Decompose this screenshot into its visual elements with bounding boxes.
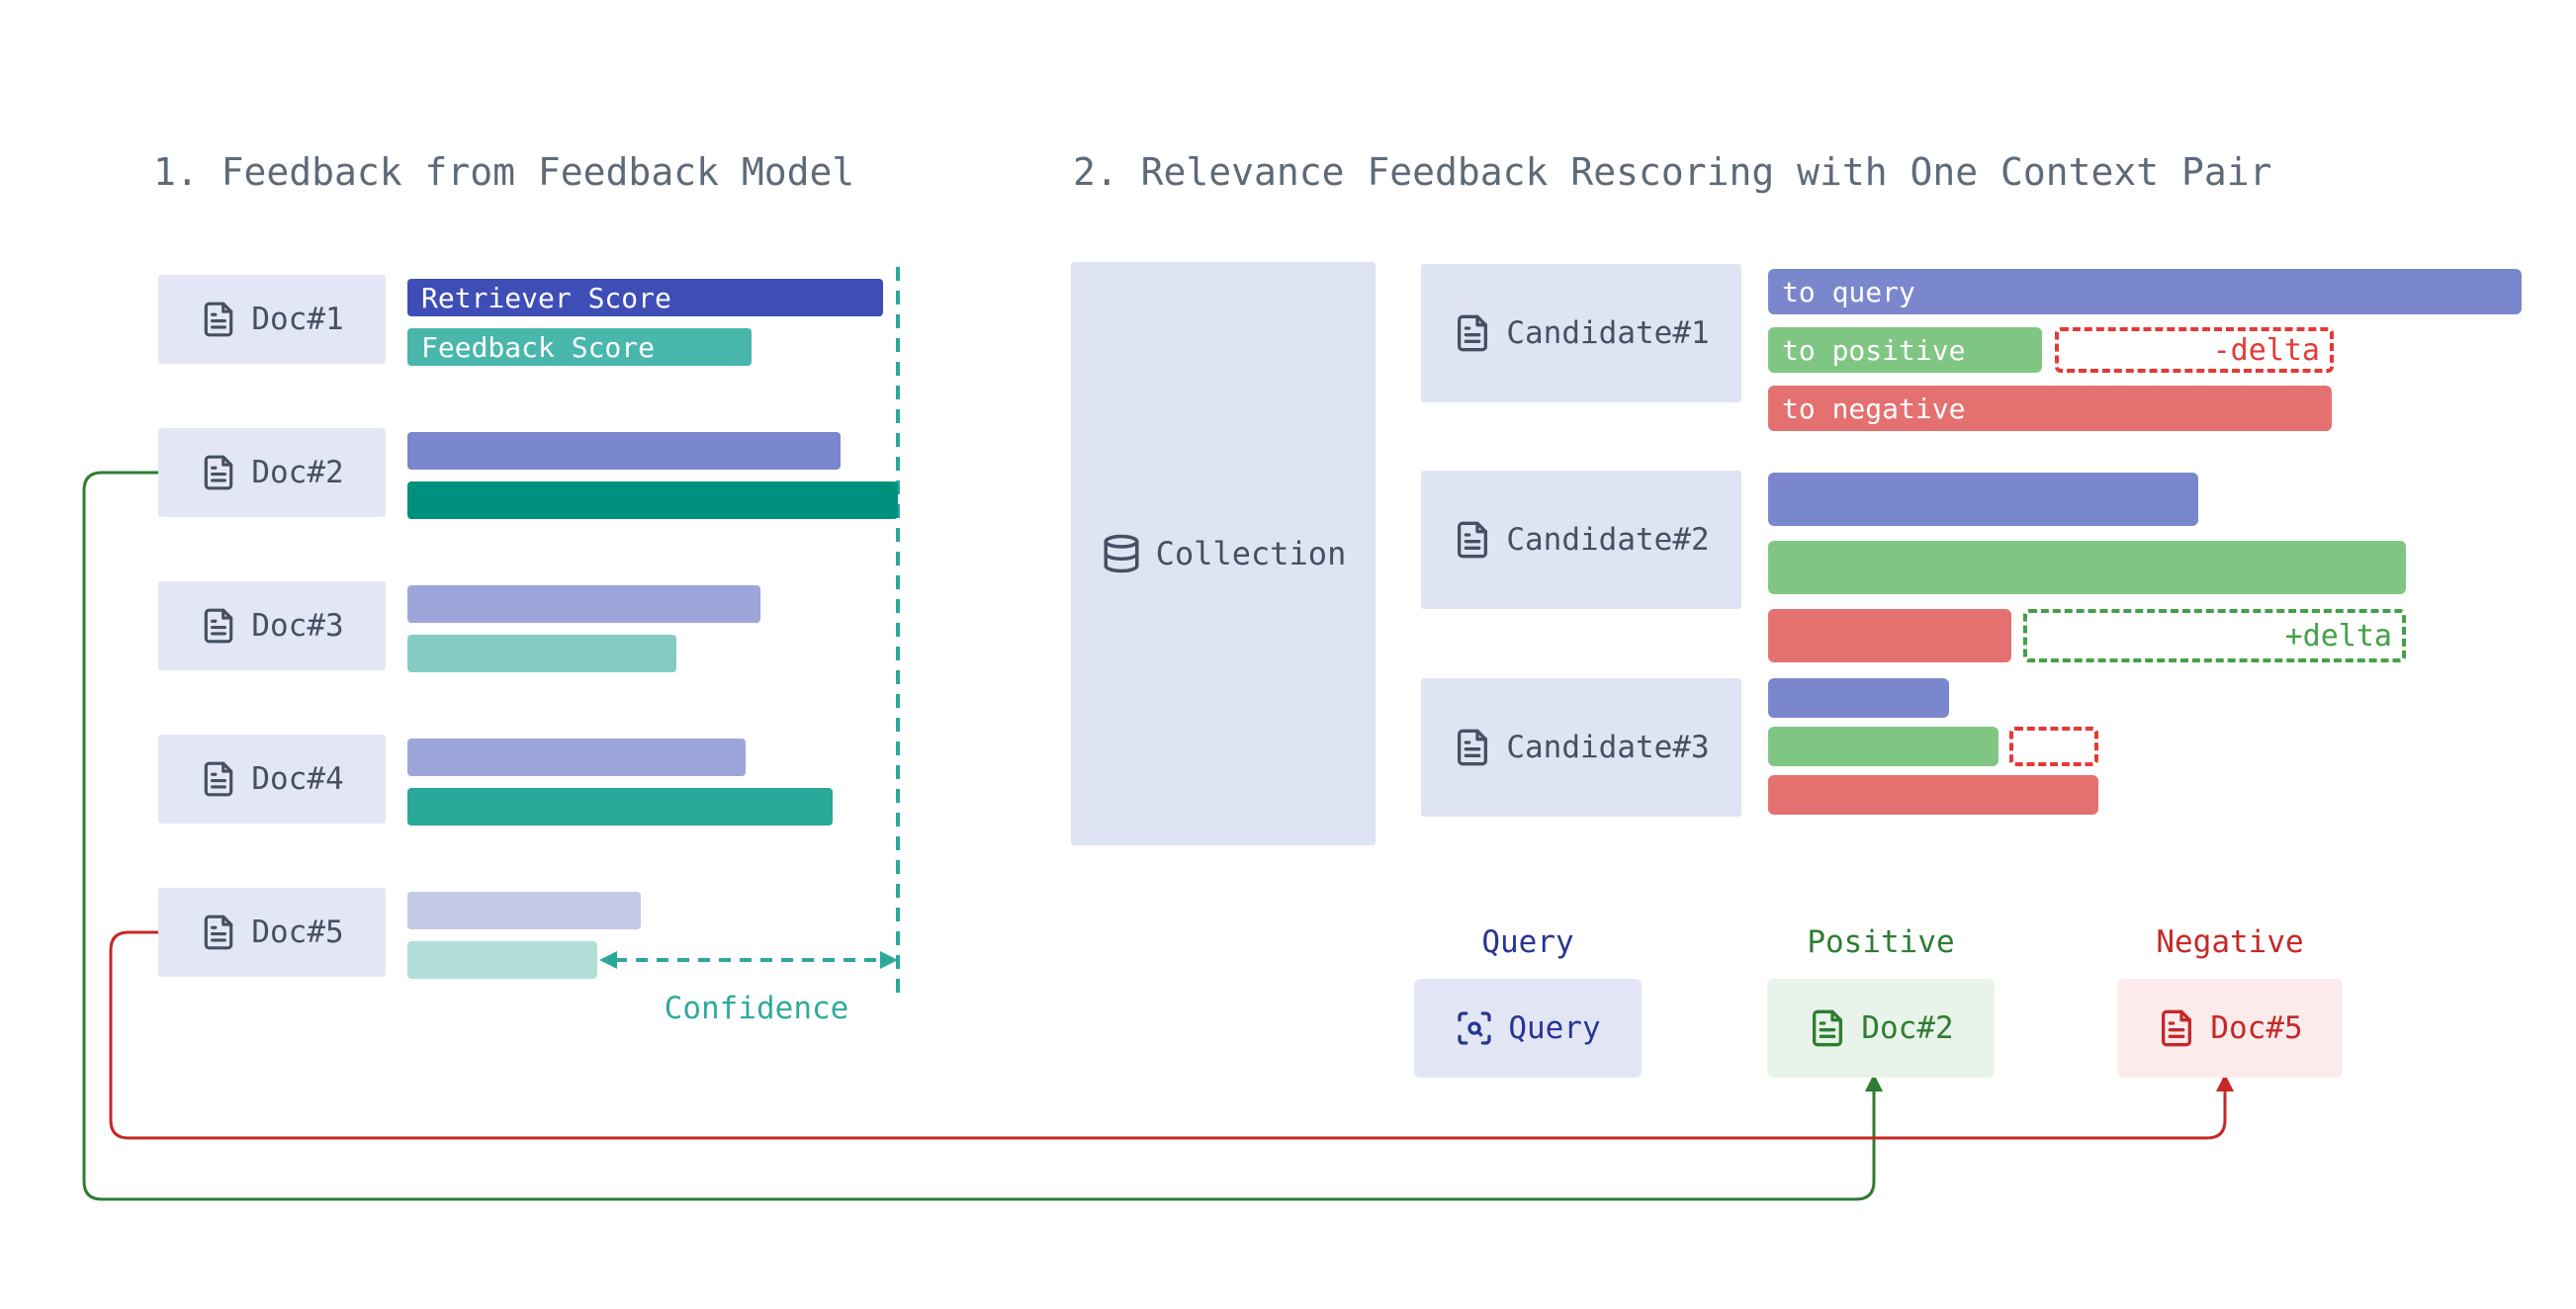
- to-query-bar: [1768, 678, 1949, 718]
- doc-box-3: Doc#3: [158, 581, 386, 670]
- to-negative-bar: to negative: [1768, 386, 2332, 431]
- feedback-score-bar: [407, 941, 597, 979]
- retriever-score-bar: Retriever Score: [407, 279, 883, 316]
- to-query-bar: to query: [1768, 269, 2522, 314]
- plus-delta-label: +delta: [2285, 619, 2402, 654]
- file-text-icon: [200, 454, 237, 491]
- query-column-title: Query: [1414, 924, 1642, 960]
- plus-delta-box: +delta: [2023, 609, 2406, 662]
- section-title-feedback: 1. Feedback from Feedback Model: [153, 150, 854, 194]
- collection-box: Collection: [1071, 262, 1376, 845]
- positive-column-title: Positive: [1767, 924, 1995, 960]
- diagram-canvas: 1. Feedback from Feedback Model 2. Relev…: [0, 0, 2576, 1309]
- doc-box-5: Doc#5: [158, 888, 386, 977]
- file-text-icon: [1453, 728, 1492, 767]
- negative-column-title: Negative: [2117, 924, 2343, 960]
- minus-delta-box-small: [2009, 727, 2098, 766]
- to-negative-bar: [1768, 775, 2098, 815]
- to-query-bar-label: to query: [1768, 276, 1915, 308]
- collection-label: Collection: [1156, 535, 1347, 572]
- to-positive-bar: [1768, 541, 2406, 594]
- retriever-score-bar: [407, 585, 760, 623]
- feedback-score-bar: [407, 635, 676, 672]
- retriever-score-bar: [407, 432, 841, 470]
- retriever-score-bar: [407, 892, 641, 929]
- to-positive-bar: to positive: [1768, 327, 2042, 373]
- retriever-score-bar-label: Retriever Score: [407, 282, 671, 314]
- candidate-box-3: Candidate#3: [1421, 678, 1741, 817]
- candidate-box-2: Candidate#2: [1421, 471, 1741, 609]
- file-text-icon: [1453, 520, 1492, 560]
- scan-search-icon: [1455, 1008, 1494, 1048]
- file-text-icon: [2157, 1008, 2196, 1048]
- confidence-label: Confidence: [613, 991, 900, 1026]
- doc-label: Doc#4: [251, 761, 343, 797]
- file-text-icon: [200, 301, 237, 338]
- file-text-icon: [200, 607, 237, 645]
- doc-label: Doc#2: [251, 455, 343, 490]
- to-positive-bar-label: to positive: [1768, 334, 1965, 367]
- to-negative-bar-label: to negative: [1768, 393, 1965, 425]
- positive-doc-box: Doc#2: [1767, 979, 1995, 1078]
- database-icon: [1101, 533, 1142, 574]
- doc-label: Doc#1: [251, 302, 343, 337]
- confidence-arrowhead-left: [599, 951, 617, 969]
- minus-delta-label: -delta: [2213, 333, 2330, 368]
- candidate-box-1: Candidate#1: [1421, 264, 1741, 402]
- file-text-icon: [200, 914, 237, 951]
- doc-box-4: Doc#4: [158, 735, 386, 824]
- minus-delta-box: -delta: [2055, 327, 2334, 373]
- feedback-score-bar: [407, 788, 833, 826]
- doc-label: Doc#3: [251, 608, 343, 644]
- candidate-label: Candidate#2: [1506, 522, 1709, 558]
- to-query-bar: [1768, 473, 2198, 526]
- to-positive-bar: [1768, 727, 1999, 766]
- feedback-score-bar: Feedback Score: [407, 328, 752, 366]
- query-box: Query: [1414, 979, 1642, 1078]
- positive-doc-label: Doc#2: [1861, 1010, 1953, 1046]
- negative-doc-box: Doc#5: [2117, 979, 2343, 1078]
- doc-box-1: Doc#1: [158, 275, 386, 364]
- feedback-score-bar: [407, 481, 898, 519]
- doc-box-2: Doc#2: [158, 428, 386, 517]
- negative-doc-label: Doc#5: [2210, 1010, 2302, 1046]
- confidence-arrowhead-right: [880, 951, 898, 969]
- file-text-icon: [1808, 1008, 1847, 1048]
- retriever-score-bar: [407, 739, 746, 776]
- query-box-label: Query: [1508, 1010, 1600, 1046]
- feedback-score-bar-label: Feedback Score: [407, 331, 655, 364]
- file-text-icon: [200, 760, 237, 798]
- doc-label: Doc#5: [251, 915, 343, 950]
- candidate-label: Candidate#3: [1506, 730, 1709, 765]
- section-title-rescoring: 2. Relevance Feedback Rescoring with One…: [1073, 150, 2272, 194]
- file-text-icon: [1453, 313, 1492, 353]
- candidate-label: Candidate#1: [1506, 315, 1709, 351]
- to-negative-bar: [1768, 609, 2011, 662]
